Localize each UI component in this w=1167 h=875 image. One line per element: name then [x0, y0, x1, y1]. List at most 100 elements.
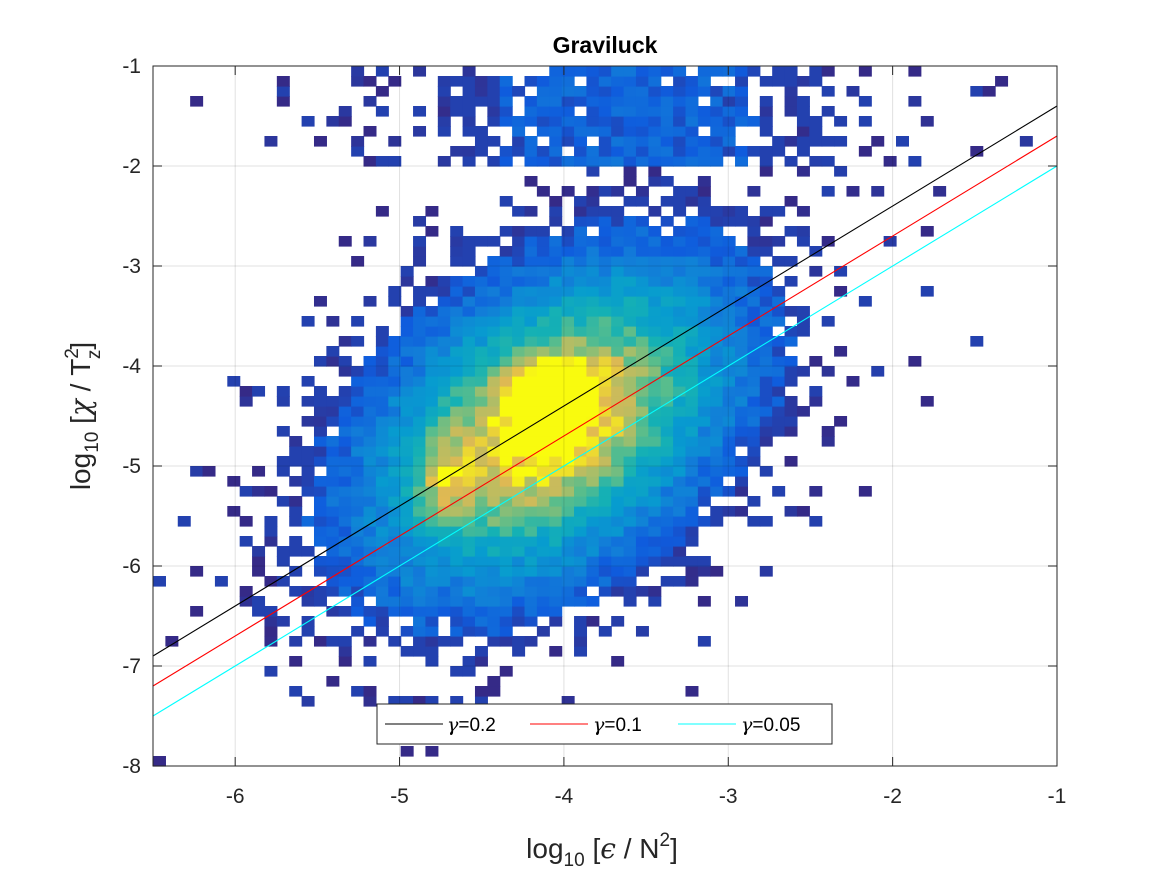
heatmap-cell [809, 266, 823, 277]
heatmap-cell [499, 146, 513, 157]
heatmap-cell [338, 426, 352, 437]
heatmap-cell [487, 366, 501, 377]
heatmap-cell [648, 296, 662, 307]
heatmap-cell [425, 486, 439, 497]
heatmap-cell [648, 106, 662, 117]
heatmap-cell [772, 66, 786, 77]
heatmap-cell [623, 396, 637, 407]
heatmap-cell [487, 346, 501, 357]
heatmap-cell [536, 576, 550, 587]
heatmap-cell [413, 366, 427, 377]
heatmap-cell [611, 136, 625, 147]
heatmap-cell [499, 116, 513, 127]
heatmap-cell [586, 516, 600, 527]
heatmap-cell [351, 456, 365, 467]
heatmap-cell [796, 166, 810, 177]
heatmap-cell [375, 516, 389, 527]
heatmap-cell [425, 606, 439, 617]
heatmap-cell [561, 346, 575, 357]
heatmap-cell [338, 496, 352, 507]
heatmap-cell [685, 536, 699, 547]
heatmap-cell [363, 426, 377, 437]
heatmap-cell [623, 106, 637, 117]
heatmap-cell [673, 546, 687, 557]
heatmap-cell [846, 186, 860, 197]
heatmap-cell [586, 186, 600, 197]
heatmap-cell [648, 76, 662, 87]
heatmap-cell [611, 246, 625, 257]
heatmap-cell [834, 346, 848, 357]
heatmap-cell [549, 136, 563, 147]
heatmap-cell [710, 326, 724, 337]
heatmap-cell [512, 596, 526, 607]
heatmap-cell [487, 326, 501, 337]
heatmap-cell [623, 346, 637, 357]
heatmap-cell [673, 306, 687, 317]
heatmap-cell [363, 376, 377, 387]
heatmap-cell [710, 66, 724, 77]
heatmap-cell [549, 236, 563, 247]
heatmap-cell [549, 486, 563, 497]
heatmap-cell [697, 146, 711, 157]
heatmap-cell [685, 86, 699, 97]
heatmap-cell [326, 486, 340, 497]
heatmap-cell [425, 546, 439, 557]
heatmap-cell [524, 506, 538, 517]
heatmap-cell [685, 146, 699, 157]
heatmap-cell [586, 286, 600, 297]
heatmap-cell [747, 66, 761, 77]
heatmap-cell [276, 386, 290, 397]
heatmap-cell [388, 356, 402, 367]
heatmap-cell [474, 96, 488, 107]
heatmap-cell [276, 96, 290, 107]
heatmap-cell [784, 136, 798, 147]
heatmap-cell [388, 296, 402, 307]
heatmap-cell [809, 116, 823, 127]
heatmap-cell [351, 396, 365, 407]
heatmap-cell [598, 516, 612, 527]
heatmap-cell [487, 476, 501, 487]
heatmap-cell [759, 426, 773, 437]
heatmap-cell [536, 106, 550, 117]
heatmap-cell [301, 416, 315, 427]
heatmap-cell [574, 286, 588, 297]
heatmap-cell [685, 416, 699, 427]
heatmap-cell [574, 376, 588, 387]
heatmap-cell [388, 606, 402, 617]
heatmap-cell [462, 336, 476, 347]
heatmap-cell [685, 366, 699, 377]
heatmap-cell [437, 466, 451, 477]
heatmap-cell [722, 466, 736, 477]
heatmap-cell [536, 476, 550, 487]
heatmap-cell [772, 256, 786, 267]
heatmap-cell [289, 686, 303, 697]
heatmap-cell [338, 536, 352, 547]
heatmap-cell [796, 406, 810, 417]
heatmap-cell [697, 436, 711, 447]
heatmap-cell [499, 626, 513, 637]
x-tick-label: -2 [883, 785, 902, 808]
heatmap-cell [697, 246, 711, 257]
heatmap-cell [858, 96, 872, 107]
heatmap-cell [673, 186, 687, 197]
heatmap-cell [747, 516, 761, 527]
heatmap-cell [673, 356, 687, 367]
heatmap-cell [450, 546, 464, 557]
heatmap-cell [487, 486, 501, 497]
heatmap-cell [660, 376, 674, 387]
heatmap-cell [598, 156, 612, 167]
heatmap-cell [425, 626, 439, 637]
heatmap-cell [759, 386, 773, 397]
heatmap-cell [425, 746, 439, 757]
heatmap-cell [437, 76, 451, 87]
heatmap-cell [437, 636, 451, 647]
heatmap-cell [598, 236, 612, 247]
heatmap-cell [313, 416, 327, 427]
heatmap-cell [697, 426, 711, 437]
heatmap-cell [660, 516, 674, 527]
heatmap-cell [784, 336, 798, 347]
heatmap-cell [735, 396, 749, 407]
heatmap-cell [722, 146, 736, 157]
heatmap-cell [450, 346, 464, 357]
heatmap-cell [388, 286, 402, 297]
